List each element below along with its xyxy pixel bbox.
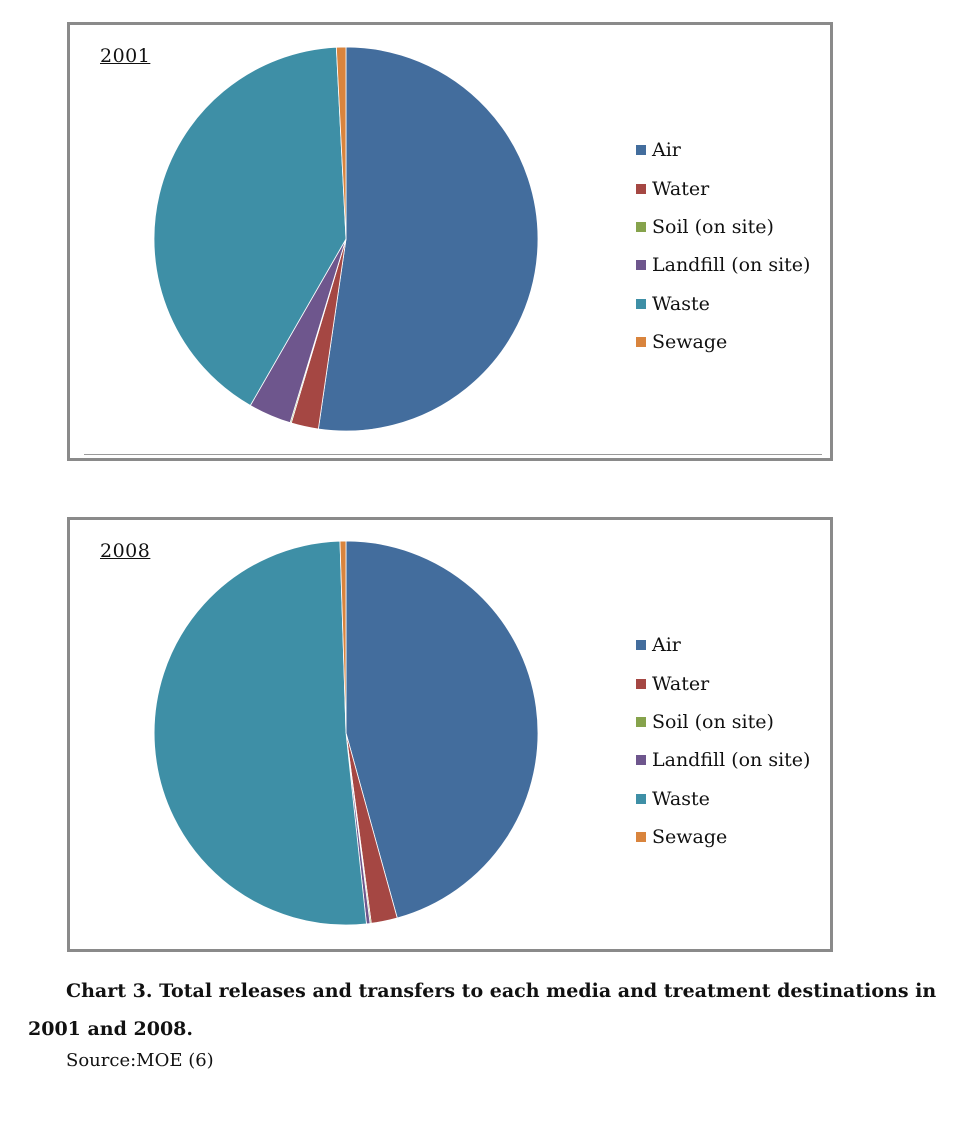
legend-swatch <box>636 678 646 689</box>
legend-swatch <box>636 755 646 766</box>
legend-item-landfill-on-site: Landfill (on site) <box>636 246 810 284</box>
pie-slice-waste <box>153 540 367 926</box>
legend-label: Sewage <box>652 331 728 354</box>
legend-swatch <box>636 793 646 804</box>
legend-swatch <box>636 260 646 271</box>
legend-item-air: Air <box>636 626 810 664</box>
divider-line <box>84 454 822 455</box>
legend-label: Sewage <box>652 826 728 849</box>
pie-chart <box>153 46 539 432</box>
legend: Air Water Soil (on site) Landfill (on site)… <box>636 626 810 856</box>
legend-item-water: Water <box>636 169 810 207</box>
legend-swatch <box>636 145 646 156</box>
legend-label: Waste <box>652 292 710 315</box>
legend-item-waste: Waste <box>636 285 810 323</box>
legend: Air Water Soil (on site) Landfill (on site)… <box>636 131 810 361</box>
pie-slice-sewage <box>339 540 347 734</box>
legend-label: Air <box>652 634 681 657</box>
legend-item-air: Air <box>636 131 810 169</box>
legend-item-waste: Waste <box>636 780 810 818</box>
pie-slice-air <box>317 46 539 432</box>
legend-swatch <box>636 221 646 232</box>
chart-title: 2008 <box>100 540 151 562</box>
legend-swatch <box>636 183 646 194</box>
legend-swatch <box>636 337 646 348</box>
legend-label: Soil (on site) <box>652 710 774 733</box>
pie-chart <box>153 540 539 926</box>
legend-label: Water <box>652 672 710 695</box>
pie-slice-sewage <box>335 46 347 240</box>
legend-swatch <box>636 716 646 727</box>
legend-swatch <box>636 640 646 651</box>
chart-panel-2008: 2008 Air Water Soil (on site) Landfill (on … <box>67 517 833 952</box>
legend-item-soil-on-site: Soil (on site) <box>636 703 810 741</box>
legend-label: Soil (on site) <box>652 215 774 238</box>
legend-item-landfill-on-site: Landfill (on site) <box>636 741 810 779</box>
figure-caption: Chart 3. Total releases and transfers to… <box>28 980 937 1040</box>
legend-label: Landfill (on site) <box>652 254 811 277</box>
chart-panel-2001: 2001 Air Water Soil (on site) Landfill (on … <box>67 22 833 461</box>
source-note: Source:MOE (6) <box>66 1050 214 1071</box>
legend-item-water: Water <box>636 664 810 702</box>
pie-slice-air <box>345 540 539 919</box>
legend-item-soil-on-site: Soil (on site) <box>636 208 810 246</box>
legend-label: Landfill (on site) <box>652 749 811 772</box>
legend-label: Waste <box>652 787 710 810</box>
legend-item-sewage: Sewage <box>636 818 810 856</box>
legend-label: Water <box>652 177 710 200</box>
pie-slice-waste <box>153 46 347 407</box>
legend-swatch <box>636 298 646 309</box>
legend-item-sewage: Sewage <box>636 323 810 361</box>
legend-label: Air <box>652 139 681 162</box>
legend-swatch <box>636 832 646 843</box>
chart-title: 2001 <box>100 45 151 67</box>
